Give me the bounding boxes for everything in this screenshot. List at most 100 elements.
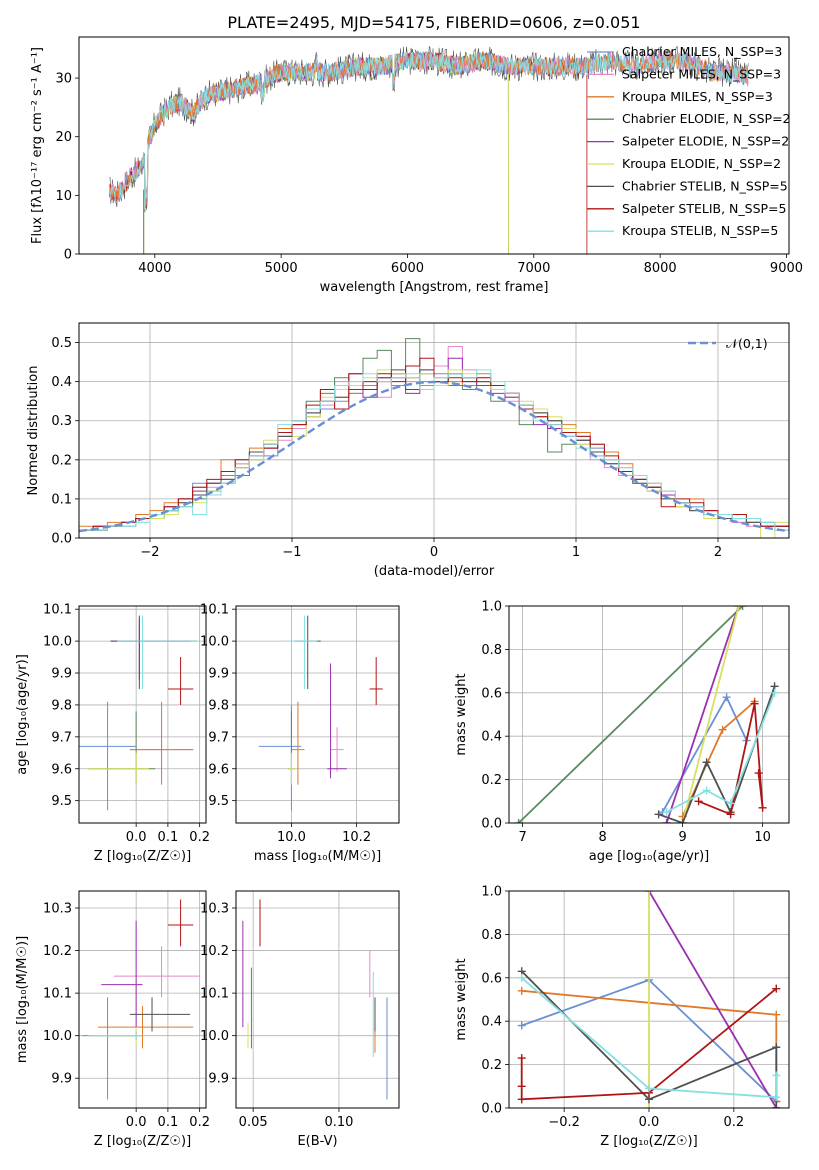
y-tick-label: 0.4 [481, 1015, 502, 1030]
x-tick-label: 5000 [265, 261, 298, 276]
legend-label: Kroupa ELODIE, N_SSP=2 [622, 156, 781, 171]
panel-7: 0.05 0.10 9.9 10.0 10.1 10.2 10.3 E(B-V) [200, 890, 400, 1149]
legend-label: Salpeter STELIB, N_SSP=5 [622, 201, 786, 216]
x-axis-label: mass [log₁₀(M/M☉)] [254, 849, 381, 864]
y-tick-label: 9.5 [51, 794, 72, 809]
y-tick-label: 10.2 [200, 944, 229, 959]
y-tick-label: 0.2 [481, 773, 502, 788]
marker-kroupa_elodie [645, 1104, 653, 1108]
y-tick-label: 10.1 [200, 603, 229, 618]
x-tick-label: 0.05 [239, 1115, 268, 1130]
x-tick-label: 10.2 [342, 830, 371, 845]
marker-salpeter_stelib [758, 803, 767, 812]
marker-salpeter_stelib [517, 1054, 526, 1063]
spectrum-kroupa_elodie [141, 51, 509, 254]
y-axis-label: Normed distribution [26, 366, 41, 496]
marker-kroupa_stelib [645, 1084, 653, 1093]
y-tick-label: 10.0 [43, 635, 72, 650]
marker-kroupa_stelib [726, 799, 735, 808]
y-axis-label: age [log₁₀(age/yr)] [15, 654, 30, 775]
x-tick-label: 0.0 [126, 830, 147, 845]
legend-label: Salpeter MILES, N_SSP=3 [622, 66, 781, 81]
y-tick-label: 0 [64, 248, 72, 263]
x-tick-label: 2 [714, 545, 722, 560]
line-chabrier_elodie [517, 606, 744, 823]
marker-salpeter_stelib [754, 769, 763, 778]
x-axis-label: (data-model)/error [374, 564, 495, 579]
y-tick-label: 0.6 [481, 971, 502, 986]
x-tick-label: 0.2 [189, 830, 210, 845]
marker-chabrier_miles [517, 1021, 526, 1030]
y-tick-label: 0.5 [51, 336, 72, 351]
legend-label: Chabrier STELIB, N_SSP=5 [622, 178, 788, 193]
spectrum-salpeter_stelib [108, 51, 588, 254]
marker-chabrier_stelib [702, 758, 711, 767]
y-tick-label: 0.8 [481, 643, 502, 658]
y-tick-label: 0.0 [481, 1102, 502, 1117]
y-tick-label: 0.2 [51, 453, 72, 468]
panel-3: 0.0 0.1 0.2 9.5 9.6 9.7 9.8 9.9 10.0 10.1 Z [log₁₀… [15, 603, 210, 864]
marker-kroupa_miles [517, 986, 526, 995]
y-tick-label: 9.7 [51, 730, 72, 745]
panel-2: −2 −1 0 1 2 0.0 0.1 0.2 0.3 0.4 0.5 (data-model)/er… [26, 322, 790, 579]
x-tick-label: 6000 [391, 261, 424, 276]
y-tick-label: 9.9 [208, 1072, 229, 1087]
y-tick-label: 9.8 [51, 698, 72, 713]
gridlines [79, 891, 206, 1108]
marker-kroupa_miles [718, 725, 727, 734]
chart-title: PLATE=2495, MJD=54175, FIBERID=0606, z=0… [227, 13, 640, 32]
y-tick-label: 0.4 [51, 375, 72, 390]
x-axis-label: Z [log₁₀(Z/Z☉)] [94, 1134, 191, 1149]
y-tick-label: 10.1 [43, 987, 72, 1002]
plot-area [108, 45, 749, 254]
marker-chabrier_stelib [772, 1043, 781, 1052]
line-salpeter_elodie [665, 606, 740, 823]
legend-label: Chabrier MILES, N_SSP=3 [622, 44, 782, 59]
marker-salpeter_stelib [750, 699, 759, 708]
marker-chabrier_stelib [772, 1104, 781, 1108]
marker-kroupa_stelib [772, 1093, 781, 1102]
plot-area [242, 899, 388, 1100]
x-tick-label: 0.2 [189, 1115, 210, 1130]
y-tick-label: 1.0 [481, 600, 502, 615]
x-tick-label: 10 [754, 830, 771, 845]
y-tick-label: 10.1 [43, 603, 72, 618]
marker-kroupa_stelib [772, 1071, 781, 1080]
histogram-salpeter_stelib [79, 357, 789, 538]
y-tick-label: 0.0 [51, 532, 72, 547]
legend-label: Salpeter ELODIE, N_SSP=2 [622, 134, 789, 149]
line-salpeter_elodie [648, 891, 778, 1108]
marker-chabrier_elodie [514, 819, 523, 823]
legend: Chabrier MILES, N_SSP=3 Salpeter MILES, N… [587, 44, 791, 238]
y-axis-label: mass weight [454, 673, 469, 755]
panel-1: 4000 5000 6000 7000 8000 9000 0 10 20 30 wavelengt… [30, 36, 803, 295]
axes-frame [235, 605, 400, 824]
marker-kroupa_stelib [662, 808, 671, 817]
axes-frame [235, 890, 400, 1109]
panel-5: 7 8 9 10 0.0 0.2 0.4 0.6 0.8 1.0 age [log₁₀(age/yr… [454, 600, 790, 864]
y-tick-label: 10.3 [43, 902, 72, 917]
x-tick-label: 7000 [517, 261, 550, 276]
x-axis-label: Z [log₁₀(Z/Z☉)] [600, 1134, 697, 1149]
spectrum-kroupa_stelib [108, 50, 749, 209]
marker-salpeter_stelib [694, 797, 703, 806]
marker-kroupa_miles [772, 1010, 781, 1019]
y-tick-label: 10.0 [43, 1029, 72, 1044]
y-tick-label: 9.9 [51, 667, 72, 682]
spectrum-chabrier_elodie [141, 51, 509, 254]
y-tick-label: 1.0 [481, 885, 502, 900]
x-axis-label: wavelength [Angstrom, rest frame] [320, 280, 549, 295]
line-kroupa_stelib [521, 977, 778, 1099]
plot-area [79, 615, 200, 811]
marker-chabrier_elodie [738, 606, 747, 610]
x-tick-label: 9 [678, 830, 686, 845]
gridlines [236, 606, 399, 823]
x-tick-label: 0.0 [639, 1115, 660, 1130]
y-axis-label: mass weight [454, 958, 469, 1040]
x-tick-label: 0.1 [158, 1115, 179, 1130]
x-tick-label: −2 [140, 545, 159, 560]
x-tick-label: 4000 [138, 261, 171, 276]
y-tick-label: 30 [55, 72, 72, 87]
line-chabrier_stelib [658, 686, 776, 823]
